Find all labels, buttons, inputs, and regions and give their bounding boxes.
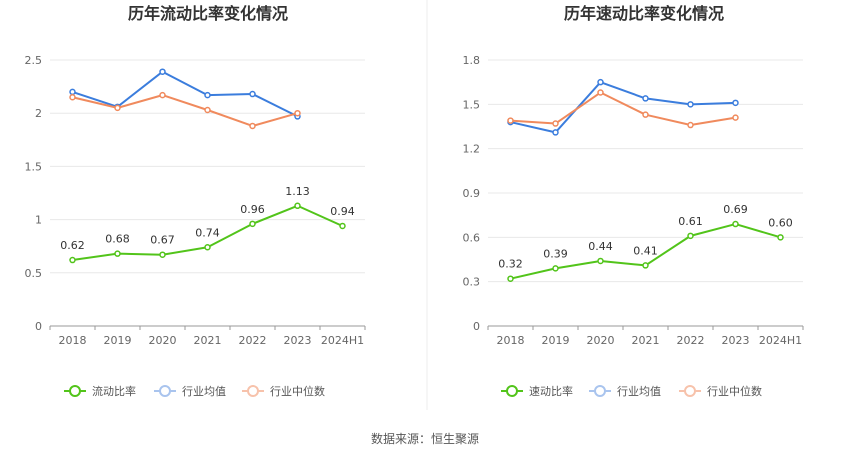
- data-label: 0.68: [105, 233, 130, 246]
- y-tick-label: 2.5: [25, 54, 43, 67]
- x-tick-label: 2018: [497, 334, 525, 347]
- data-label: 0.62: [60, 239, 85, 252]
- data-point[interactable]: [552, 129, 559, 136]
- chart-title: 历年流动比率变化情况: [128, 4, 288, 23]
- x-tick-label: 2019: [542, 334, 570, 347]
- legend-swatch-marker[interactable]: [684, 385, 696, 397]
- x-tick-label: 2020: [149, 334, 177, 347]
- data-source-note: 数据来源：恒生聚源: [371, 431, 479, 446]
- x-tick-label: 2022: [239, 334, 267, 347]
- data-point[interactable]: [732, 220, 739, 228]
- x-tick-label: 2023: [284, 334, 312, 347]
- data-point[interactable]: [114, 104, 121, 112]
- data-label: 0.39: [543, 247, 568, 260]
- data-label: 0.96: [240, 203, 265, 216]
- data-point[interactable]: [204, 91, 211, 99]
- x-tick-label: 2020: [587, 334, 615, 347]
- data-point[interactable]: [552, 265, 559, 272]
- data-label: 0.74: [195, 226, 220, 239]
- y-tick-label: 1.8: [463, 54, 481, 67]
- y-tick-label: 2: [35, 107, 42, 120]
- legend-swatch-marker[interactable]: [247, 385, 259, 397]
- data-label: 0.60: [768, 216, 793, 229]
- legend-label[interactable]: 行业均值: [182, 385, 226, 398]
- data-point[interactable]: [687, 232, 694, 240]
- data-point[interactable]: [204, 244, 211, 251]
- y-tick-label: 0: [473, 320, 480, 333]
- y-tick-label: 1.2: [463, 143, 481, 156]
- x-tick-label: 2021: [632, 334, 660, 347]
- data-point[interactable]: [777, 234, 784, 241]
- data-label: 0.67: [150, 234, 175, 247]
- data-point[interactable]: [204, 106, 211, 114]
- data-point[interactable]: [597, 89, 604, 96]
- data-point[interactable]: [642, 111, 649, 118]
- data-point[interactable]: [732, 99, 739, 107]
- x-tick-label: 2019: [104, 334, 132, 347]
- legend-label[interactable]: 行业中位数: [270, 384, 325, 398]
- legend-label[interactable]: 速动比率: [529, 384, 573, 398]
- data-label: 0.41: [633, 244, 658, 257]
- legend-swatch-marker[interactable]: [594, 385, 606, 397]
- data-point[interactable]: [69, 93, 76, 101]
- data-label: 0.94: [330, 205, 355, 218]
- data-point[interactable]: [69, 88, 76, 96]
- y-tick-label: 0.3: [463, 276, 481, 289]
- data-point[interactable]: [294, 202, 301, 210]
- x-tick-label: 2024H1: [321, 334, 364, 347]
- y-tick-label: 0.9: [463, 187, 481, 200]
- data-point[interactable]: [69, 256, 76, 264]
- data-point[interactable]: [507, 275, 514, 282]
- x-tick-label: 2022: [677, 334, 705, 347]
- data-point[interactable]: [597, 78, 604, 86]
- data-point[interactable]: [159, 68, 166, 75]
- data-label: 0.61: [678, 215, 703, 228]
- data-point[interactable]: [552, 120, 559, 127]
- legend-swatch-marker[interactable]: [159, 385, 171, 397]
- y-tick-label: 0.5: [25, 267, 43, 280]
- data-point[interactable]: [249, 220, 256, 228]
- data-point[interactable]: [249, 122, 256, 130]
- y-tick-label: 0.6: [463, 231, 481, 244]
- legend-label[interactable]: 行业均值: [617, 385, 661, 398]
- data-point[interactable]: [687, 121, 694, 129]
- series-line: [72, 70, 298, 118]
- current-ratio-chart: 历年流动比率变化情况 0 0.5 1 1.5 2 2.5 2018 2019 2020 2021 20…: [25, 4, 366, 398]
- data-point[interactable]: [597, 257, 604, 265]
- data-point[interactable]: [339, 222, 346, 230]
- series-line: [510, 81, 736, 134]
- y-tick-label: 1.5: [25, 160, 43, 173]
- data-point[interactable]: [642, 262, 649, 269]
- data-label: 0.69: [723, 203, 748, 216]
- data-label: 0.32: [498, 258, 523, 271]
- data-point[interactable]: [159, 251, 166, 258]
- quick-ratio-chart: 历年速动比率变化情况 0 0.3 0.6 0.9 1.2 1.5 1.8 2018 2019 202…: [463, 4, 804, 398]
- data-point[interactable]: [249, 90, 256, 98]
- data-point[interactable]: [114, 250, 121, 257]
- data-point[interactable]: [294, 109, 301, 117]
- series-line: [72, 94, 298, 127]
- legend-label[interactable]: 流动比率: [92, 384, 136, 398]
- y-tick-label: 1: [35, 214, 42, 227]
- legend-label[interactable]: 行业中位数: [707, 384, 762, 398]
- data-point[interactable]: [687, 101, 694, 108]
- series-line: [510, 91, 736, 127]
- chart-title: 历年速动比率变化情况: [564, 4, 724, 23]
- data-label: 0.44: [588, 240, 613, 253]
- data-point[interactable]: [642, 95, 649, 102]
- data-point[interactable]: [507, 117, 514, 124]
- legend-swatch-marker[interactable]: [506, 385, 518, 397]
- x-tick-label: 2023: [722, 334, 750, 347]
- x-tick-label: 2018: [59, 334, 87, 347]
- legend-swatch-marker[interactable]: [69, 385, 81, 397]
- data-point[interactable]: [159, 91, 166, 99]
- y-tick-label: 1.5: [463, 98, 481, 111]
- x-tick-label: 2021: [194, 334, 222, 347]
- data-point[interactable]: [732, 114, 739, 121]
- x-tick-label: 2024H1: [759, 334, 802, 347]
- y-tick-label: 0: [35, 320, 42, 333]
- data-label: 1.13: [285, 185, 310, 198]
